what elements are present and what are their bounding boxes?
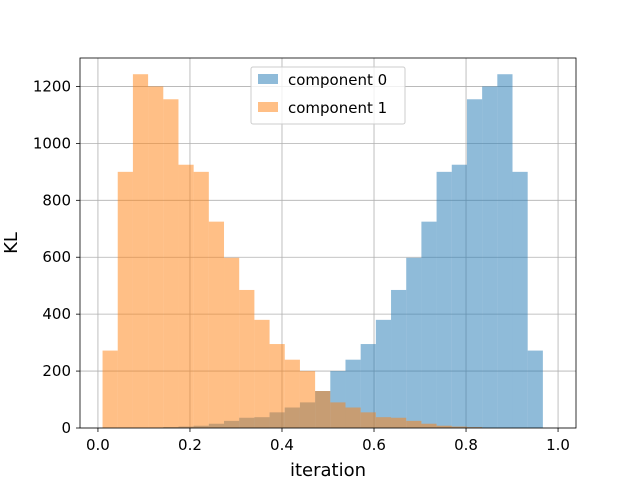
bar-component-0 — [451, 164, 467, 428]
bar-component-1 — [451, 426, 467, 428]
x-axis-label: iteration — [290, 460, 366, 480]
bar-component-1 — [299, 371, 316, 428]
bar-component-1 — [254, 319, 270, 428]
plot-frame — [79, 57, 577, 429]
x-tick-label: 0.0 — [86, 436, 110, 454]
legend: component 0 component 1 — [250, 66, 406, 125]
legend-label-component-0: component 0 — [288, 71, 387, 89]
bar-component-1 — [224, 257, 240, 428]
bar-component-0 — [360, 344, 376, 428]
axis-ticks: 0.0 0.2 0.4 0.6 0.8 1.0 0 200 400 600 800 1000 1200 — [33, 77, 570, 454]
bar-component-1 — [132, 74, 149, 428]
x-tick-label: 0.6 — [362, 436, 386, 454]
bar-component-1 — [163, 99, 179, 429]
bar-component-1 — [315, 391, 331, 428]
legend-box — [250, 66, 406, 125]
bar-component-1 — [117, 171, 133, 428]
bar-component-0 — [436, 171, 452, 428]
legend-swatch-component-0 — [258, 74, 278, 84]
bar-component-1 — [436, 425, 452, 428]
bar-component-0 — [482, 86, 498, 428]
y-tick-label: 400 — [42, 305, 71, 323]
bar-component-1 — [269, 344, 285, 428]
y-tick-label: 200 — [42, 362, 71, 380]
bar-component-1 — [421, 423, 437, 428]
bar-component-1 — [391, 417, 407, 428]
bar-component-1 — [466, 427, 483, 428]
bar-component-1 — [406, 420, 422, 428]
bar-component-1 — [284, 359, 300, 428]
bar-component-1 — [208, 221, 225, 428]
bar-component-1 — [102, 350, 118, 428]
bar-component-1 — [375, 417, 392, 428]
x-tick-label: 0.4 — [270, 436, 294, 454]
y-tick-label: 0 — [61, 419, 71, 437]
bar-component-1 — [193, 171, 209, 428]
bar-component-0 — [527, 350, 543, 428]
y-axis-label: KL — [1, 232, 22, 254]
bar-component-0 — [391, 289, 407, 428]
bar-component-0 — [466, 99, 483, 429]
bar-component-1 — [345, 407, 361, 428]
bar-component-1 — [330, 402, 346, 428]
y-tick-label: 800 — [42, 191, 71, 209]
bar-component-0 — [497, 74, 513, 428]
bar-component-0 — [512, 171, 528, 428]
bar-component-1 — [360, 412, 376, 428]
y-tick-label: 600 — [42, 248, 71, 266]
y-tick-label: 1200 — [33, 77, 71, 95]
histogram-bars — [102, 74, 543, 429]
x-tick-label: 1.0 — [546, 436, 570, 454]
x-tick-label: 0.2 — [178, 436, 202, 454]
x-tick-label: 0.8 — [454, 436, 478, 454]
bar-component-0 — [375, 319, 392, 428]
bar-component-1 — [148, 86, 164, 428]
bar-component-0 — [421, 221, 437, 428]
legend-swatch-component-1 — [258, 102, 278, 112]
y-tick-label: 1000 — [33, 134, 71, 152]
bar-component-0 — [406, 257, 422, 428]
bar-component-1 — [178, 164, 194, 428]
bar-component-1 — [239, 289, 255, 428]
legend-label-component-1: component 1 — [288, 99, 387, 117]
